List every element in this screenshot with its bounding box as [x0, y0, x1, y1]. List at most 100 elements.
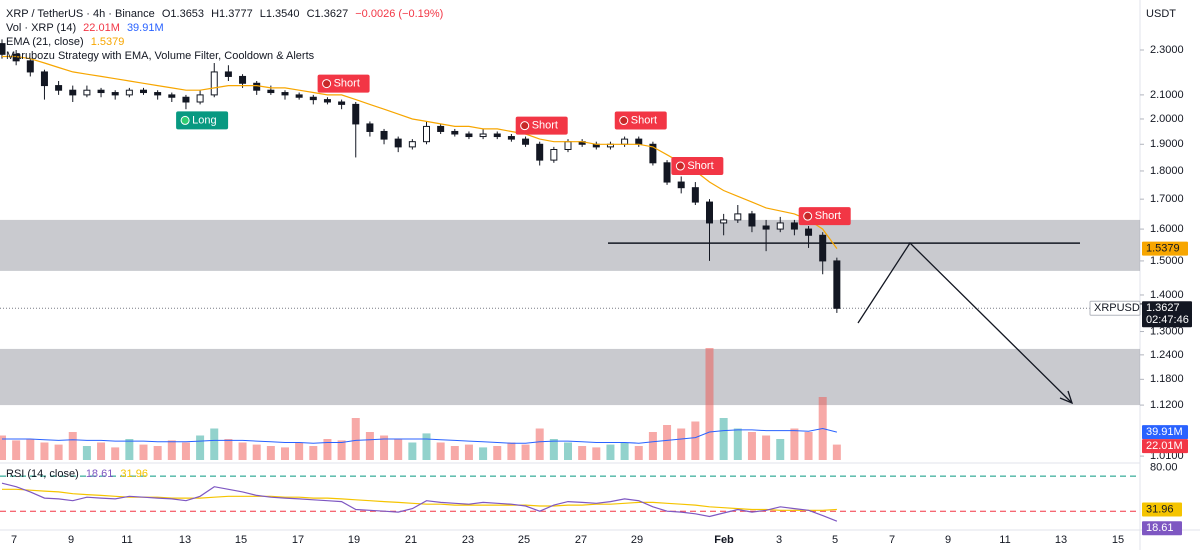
volume-bar: [592, 447, 601, 460]
rsi-value: 18.61: [1146, 522, 1174, 534]
volume-bar: [394, 439, 403, 460]
signal-icon: [520, 121, 530, 131]
volume-bar: [153, 446, 162, 460]
candle-body: [210, 71, 218, 96]
volume-bar: [238, 442, 247, 460]
countdown: 02:47:46: [1146, 314, 1189, 326]
rsi-ma-value: 31.96: [120, 468, 148, 480]
candle-body: [69, 89, 77, 96]
candle-body: [649, 143, 657, 164]
y-tick-label: 1.5000: [1150, 255, 1184, 267]
volume-bar: [507, 442, 516, 460]
volume-bar: [648, 432, 657, 460]
volume-bar: [832, 444, 841, 460]
candle-body: [55, 85, 63, 91]
candle-body: [125, 89, 133, 96]
candle-body: [507, 136, 515, 140]
y-tick-label: 1.7000: [1150, 193, 1184, 205]
candle-body: [394, 138, 402, 148]
candle-body: [26, 60, 34, 73]
volume-bar: [620, 442, 629, 460]
volume-bar: [493, 446, 502, 460]
legend-volume: Vol · XRP (14) 22.01M 39.91M: [6, 21, 168, 35]
legend-rsi: RSI (14, close) 18.61 31.96: [6, 467, 152, 481]
x-tick-label: 27: [575, 534, 587, 546]
legend-strategy: Marubozu Strategy with EMA, Volume Filte…: [6, 49, 318, 63]
x-tick-label: 3: [776, 534, 782, 546]
close: C1.3627: [306, 8, 349, 20]
volume-bar: [691, 421, 700, 460]
arrow-head: [1059, 390, 1074, 405]
candle-body: [635, 138, 643, 145]
volume-bar: [281, 447, 289, 460]
signal-icon: [180, 115, 190, 125]
y-tick-label: 1.2400: [1150, 349, 1184, 361]
rsi-tick-label: 80.00: [1150, 461, 1178, 473]
candle-body: [40, 71, 48, 87]
high: H1.3777: [211, 8, 253, 20]
volume-bar: [479, 447, 488, 460]
x-tick-label: 17: [292, 534, 304, 546]
volume-bar: [365, 432, 374, 460]
signal-icon: [803, 211, 813, 221]
signal-box: [671, 157, 724, 176]
x-tick-label: 7: [11, 534, 17, 546]
signal-icon: [675, 161, 685, 171]
volume-bar: [266, 446, 275, 460]
rsi-ma-value-box: [1142, 502, 1182, 517]
candle-body: [295, 94, 303, 98]
signal-label: Short: [334, 78, 360, 90]
ema-price: 1.5379: [1146, 243, 1180, 255]
candle-body: [493, 133, 501, 138]
x-tick-label: Feb: [714, 534, 734, 546]
candle-body: [352, 103, 360, 125]
x-tick-label: 13: [1055, 534, 1067, 546]
ema-name: EMA (21, close): [6, 36, 84, 48]
volume-bar: [733, 428, 742, 460]
signal-label: Short: [815, 210, 841, 222]
signal-label: Short: [631, 114, 657, 126]
volume-bar: [380, 435, 389, 460]
y-tick-label: 2.0000: [1150, 113, 1184, 125]
candle-body: [154, 92, 162, 96]
volume-bar: [564, 442, 572, 460]
volume-bar: [747, 432, 756, 460]
volume-bar: [295, 442, 304, 460]
candle-body: [140, 89, 147, 94]
candle-body: [451, 130, 459, 135]
rsi-ma-line: [2, 488, 837, 511]
open: O1.3653: [161, 8, 205, 20]
volume-bar: [408, 442, 417, 460]
volume-value-box: [1142, 439, 1188, 454]
candle-body: [720, 219, 728, 224]
volume-bar: [450, 446, 459, 460]
candle-body: [437, 125, 445, 132]
rsi-value-box: [1142, 521, 1182, 536]
candle-body: [550, 148, 558, 161]
volume-bar: [634, 446, 643, 460]
volume-bar: [167, 440, 176, 460]
candle-body: [621, 138, 629, 145]
candle-body: [196, 94, 204, 103]
x-tick-label: 7: [889, 534, 895, 546]
volume-bar: [549, 439, 558, 460]
candle-body: [522, 138, 530, 145]
candle-body: [168, 94, 176, 98]
x-tick-label: 19: [348, 534, 360, 546]
volume-bar: [26, 439, 35, 460]
currency: USDT: [1146, 8, 1176, 20]
candle-body: [748, 213, 756, 227]
volume-bar: [125, 439, 134, 460]
y-tick-label: 2.3000: [1150, 44, 1184, 56]
volume-bar: [578, 446, 587, 460]
volume-bar: [309, 446, 318, 460]
candle-body: [423, 125, 430, 143]
volume-bar: [196, 435, 205, 460]
projection-arrow: [857, 241, 1073, 404]
signal-box: [317, 74, 370, 93]
volume-bar: [40, 442, 49, 460]
candle-body: [819, 234, 827, 262]
y-tick-label: 1.4000: [1150, 289, 1184, 301]
